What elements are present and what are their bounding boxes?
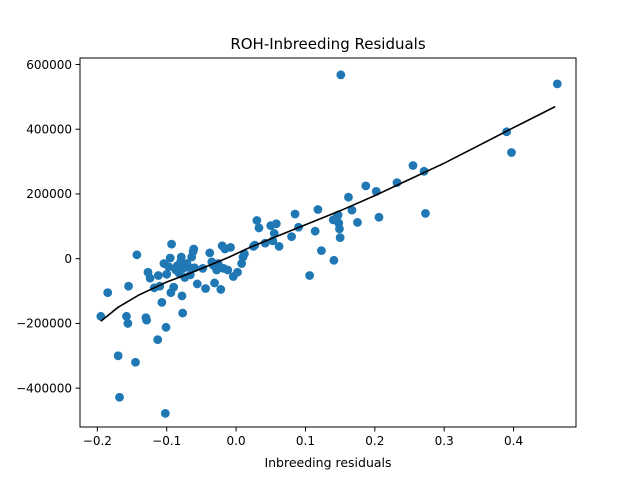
- scatter-point: [374, 212, 384, 222]
- chart-title: ROH-Inbreeding Residuals: [230, 35, 426, 53]
- y-tick-label: 400000: [26, 123, 72, 137]
- scatter-point: [157, 297, 167, 307]
- scatter-point: [142, 315, 151, 325]
- scatter-point: [347, 205, 357, 215]
- scatter-point: [335, 233, 345, 243]
- scatter-point: [160, 409, 170, 418]
- scatter-point: [252, 216, 262, 225]
- scatter-point: [361, 181, 371, 191]
- scatter-point: [226, 242, 235, 252]
- scatter-point: [145, 273, 155, 283]
- scatter-point: [274, 241, 284, 251]
- scatter-point: [103, 288, 113, 298]
- scatter-point: [353, 218, 362, 227]
- scatter-point: [408, 161, 418, 170]
- scatter-point: [507, 148, 516, 157]
- scatter-point: [336, 70, 346, 80]
- y-tick-label: 200000: [26, 187, 72, 201]
- scatter-point: [287, 232, 296, 242]
- x-tick-label: 0.4: [504, 434, 523, 448]
- scatter-point: [123, 319, 133, 328]
- scatter-point: [210, 278, 219, 288]
- scatter-point: [113, 351, 123, 361]
- x-tick-label: 0.2: [365, 434, 384, 448]
- scatter-point: [153, 335, 163, 345]
- scatter-point: [254, 223, 264, 233]
- scatter-point: [189, 244, 199, 254]
- scatter-point: [124, 281, 133, 291]
- scatter-point: [131, 357, 140, 367]
- scatter-point: [317, 246, 326, 255]
- scatter-point: [192, 279, 202, 289]
- x-axis: −0.2 −0.1 0.0 0.1 0.2 0.3 0.4: [83, 427, 523, 448]
- scatter-point: [162, 269, 172, 279]
- scatter-point: [115, 392, 124, 402]
- scatter-point: [271, 219, 281, 229]
- scatter-point: [176, 252, 186, 262]
- scatter-point: [305, 271, 315, 280]
- y-tick-label: −200000: [16, 317, 72, 331]
- scatter-point: [344, 192, 353, 202]
- scatter-point: [335, 224, 344, 234]
- y-tick-label: −400000: [16, 381, 72, 395]
- y-tick-label: 600000: [26, 58, 72, 72]
- scatter-point: [269, 229, 279, 238]
- scatter-point: [161, 322, 171, 332]
- x-axis-title: Inbreeding residuals: [264, 455, 391, 470]
- scatter-point: [313, 205, 323, 214]
- scatter-point: [178, 308, 188, 318]
- y-axis: −400000 −200000 0 200000 400000 600000: [16, 58, 80, 395]
- fit-line-group: [100, 105, 556, 322]
- scatter-point: [167, 239, 176, 249]
- x-tick-label: −0.1: [152, 434, 181, 448]
- scatter-points-group: [96, 70, 562, 418]
- scatter-point: [223, 265, 233, 275]
- scatter-point: [290, 209, 300, 219]
- scatter-point: [177, 291, 187, 301]
- scatter-point: [421, 208, 430, 218]
- scatter-point: [153, 271, 163, 280]
- scatter-point: [205, 248, 215, 258]
- fit-line: [100, 105, 556, 322]
- x-tick-label: 0.0: [227, 434, 246, 448]
- scatter-point: [165, 253, 175, 263]
- scatter-point: [233, 267, 242, 277]
- x-tick-label: 0.1: [296, 434, 315, 448]
- scatter-point: [132, 250, 142, 260]
- scatter-point: [164, 262, 174, 272]
- axes-frame: [79, 57, 577, 428]
- x-tick-label: 0.3: [435, 434, 454, 448]
- scatter-point: [552, 79, 562, 89]
- y-tick-label: 0: [64, 252, 72, 266]
- scatter-point: [122, 311, 131, 321]
- x-tick-label: −0.2: [83, 434, 112, 448]
- scatter-point: [310, 226, 320, 236]
- scatter-point: [329, 255, 339, 265]
- scatter-point: [169, 282, 179, 292]
- scatter-point: [216, 285, 226, 294]
- scatter-point: [201, 284, 210, 293]
